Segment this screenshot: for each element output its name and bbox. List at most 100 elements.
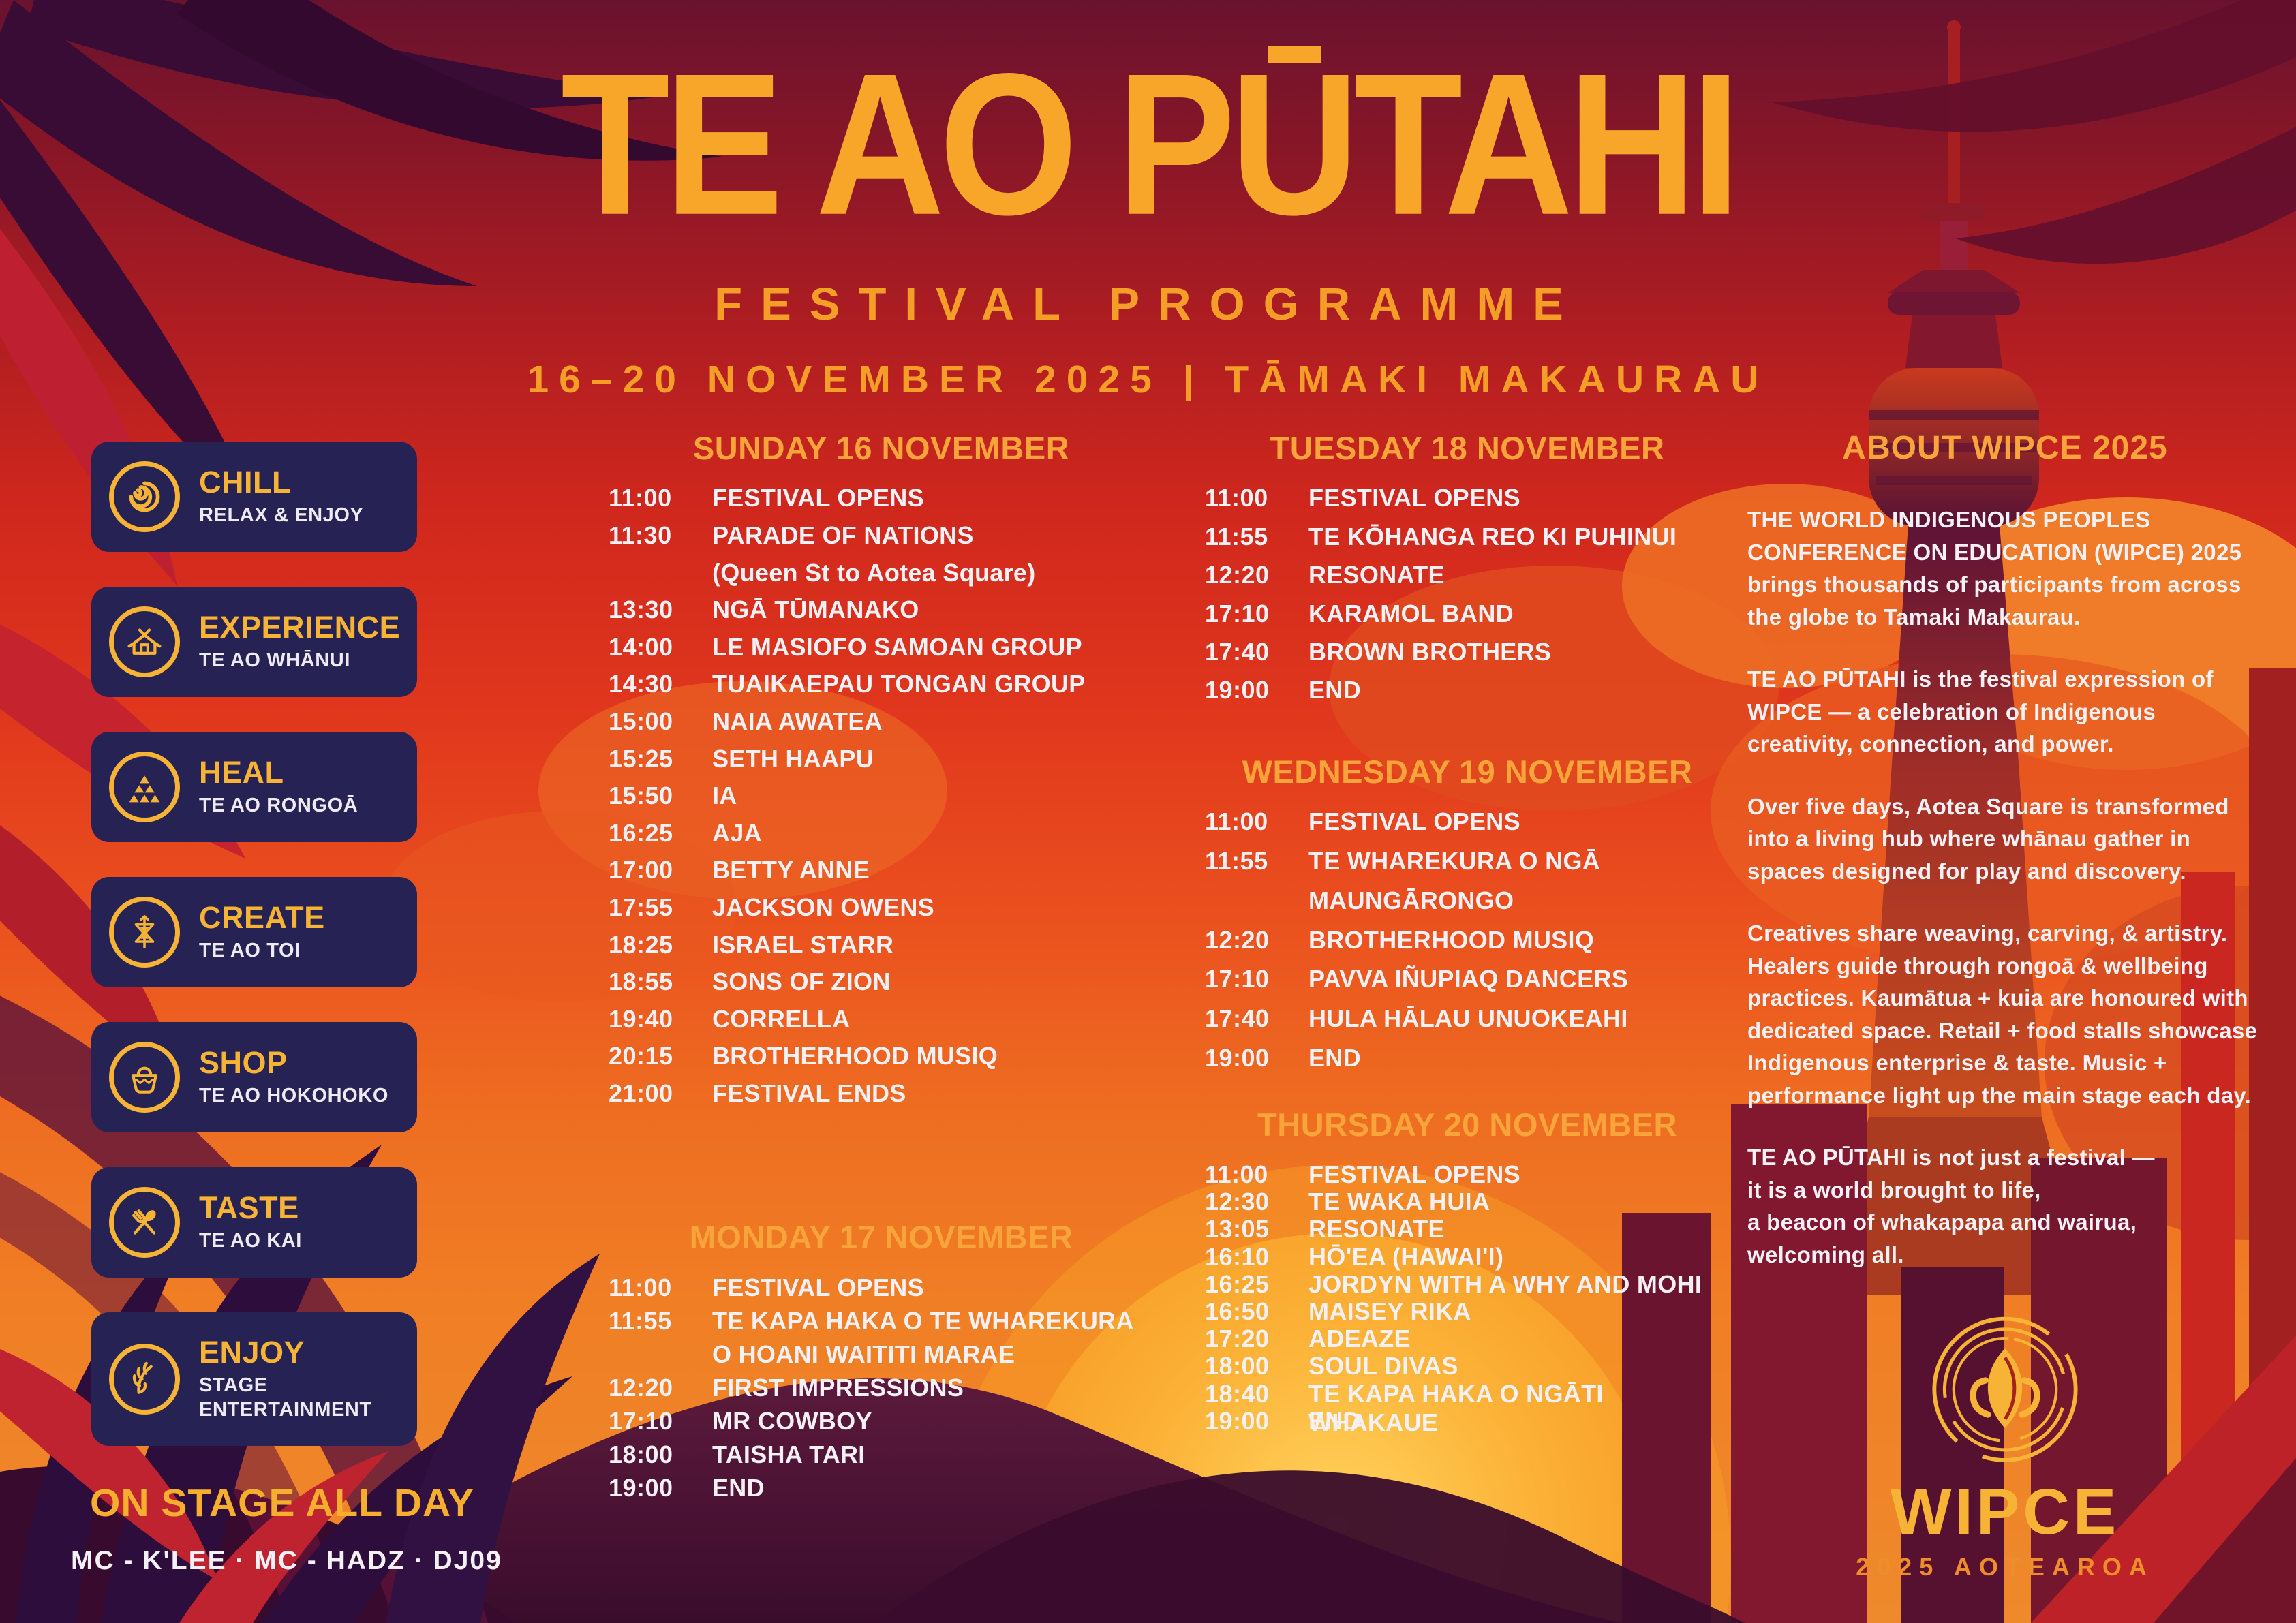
event-time: 11:30 [609,521,672,549]
schedule-row: 12:20 BROTHERHOOD MUSIQ [1205,926,1730,965]
event-name: AJA [712,818,762,847]
event-name: KARAMOL BAND [1308,599,1514,628]
badge-title: ENJOY [199,1334,305,1370]
event-name: LE MASIOFO SAMOAN GROUP [712,632,1082,661]
badge-title: HEAL [199,754,284,790]
event-time: 15:50 [609,782,673,810]
event-time: 19:40 [609,1004,673,1033]
category-badge-enjoy: ENJOY STAGE ENTERTAINMENT [91,1312,417,1446]
event-time: 17:10 [609,1406,673,1435]
schedule-row: 18:40 TE KAPA HAKA O NGĀTI WHAKAUE [1205,1380,1730,1436]
wipce-year-text: 2025 AOTEAROA [1856,1553,2154,1581]
event-name: SOUL DIVAS [1308,1352,1458,1380]
schedule-row: 11:00 FESTIVAL OPENS [1205,484,1730,522]
schedule-row: 11:55 TE WHAREKURA O NGĀ [1205,847,1730,886]
event-time: 19:00 [1205,676,1270,705]
event-name: END [1308,676,1361,705]
schedule-row: 11:55 TE KAPA HAKA O TE WHAREKURA [609,1307,1154,1340]
schedule-row: 16:25 JORDYN WITH A WHY AND MOHI [1205,1270,1730,1298]
event-time: 18:55 [609,968,673,996]
day-schedule: TUESDAY 18 NOVEMBER 11:00 FESTIVAL OPENS… [1205,429,1730,715]
badge-title: EXPERIENCE [199,609,401,645]
schedule-row: 18:00 TAISHA TARI [609,1440,1154,1474]
wharenui-icon [109,606,180,677]
event-name: SETH HAAPU [712,744,874,773]
about-paragraph: THE WORLD INDIGENOUS PEOPLES CONFERENCE … [1747,507,2242,630]
event-time: 19:00 [1205,1043,1270,1072]
badge-title: TASTE [199,1190,299,1225]
event-name: NAIA AWATEA [712,707,883,735]
badge-title: SHOP [199,1045,288,1080]
event-name: FESTIVAL OPENS [1308,1160,1520,1189]
about-paragraph: TE AO PŪTAHI is the festival expression … [1747,666,2214,756]
badge-subtitle: TE AO TOI [199,940,301,961]
schedule-row: 11:00 FESTIVAL OPENS [1205,1160,1730,1188]
day-header: TUESDAY 18 NOVEMBER [1270,430,1665,466]
event-name: (Queen St to Aotea Square) [712,558,1036,587]
event-time: 15:25 [609,744,673,773]
schedule-row: 19:00 END [609,1474,1154,1507]
badge-subtitle: TE AO HOKOHOKO [199,1085,388,1107]
event-time: 21:00 [609,1079,673,1107]
event-time: 16:10 [1205,1242,1270,1271]
event-time: 18:00 [1205,1352,1270,1380]
event-time: 14:30 [609,670,673,698]
category-badge-chill: CHILL RELAX & ENJOY [91,442,417,552]
event-name: BETTY ANNE [712,856,870,884]
event-name: JACKSON OWENS [712,893,934,921]
schedule-row: 19:40 CORRELLA [609,1005,1154,1042]
schedule-row: 20:15 BROTHERHOOD MUSIQ [609,1042,1154,1079]
category-badge-shop: SHOP TE AO HOKOHOKO [91,1022,417,1132]
event-time: 11:55 [1205,522,1268,551]
day-rows: 11:00 FESTIVAL OPENS 11:55 TE KŌHANGA RE… [1205,484,1730,714]
event-time: 20:15 [609,1042,673,1070]
event-name: END [1308,1043,1361,1072]
day-header: MONDAY 17 NOVEMBER [689,1219,1073,1256]
schedule-row: 18:00 SOUL DIVAS [1205,1352,1730,1380]
taniko-weave-icon [109,897,180,968]
day-schedule: WEDNESDAY 19 NOVEMBER 11:00 FESTIVAL OPE… [1205,753,1730,1083]
event-name: END [1308,1406,1361,1435]
event-name: TUAIKAEPAU TONGAN GROUP [712,670,1086,698]
event-time: 17:55 [609,893,673,921]
schedule-row: 17:20 ADEAZE [1205,1325,1730,1352]
schedule-row: 17:40 BROWN BROTHERS [1205,638,1730,676]
event-time: 11:00 [1205,1160,1268,1189]
event-time: 17:10 [1205,599,1270,628]
event-time: 11:00 [609,1273,672,1301]
event-time: 17:10 [1205,965,1270,993]
event-name: TE KAPA HAKA O NGĀTI WHAKAUE [1308,1379,1604,1436]
event-time: 16:50 [1205,1297,1270,1326]
badge-subtitle: TE AO RONGOĀ [199,794,358,816]
event-name: NGĀ TŪMANAKO [712,596,919,624]
event-name: MR COWBOY [712,1406,872,1435]
event-name: MAUNGĀRONGO [1308,886,1514,914]
schedule-row: 11:55 TE KŌHANGA REO KI PUHINUI [1205,523,1730,561]
category-badge-heal: HEAL TE AO RONGOĀ [91,732,417,842]
badge-title: CREATE [199,899,325,935]
event-time: 13:05 [1205,1215,1270,1243]
event-time: 14:00 [609,632,673,661]
on-stage-mcs: MC - K'LEE · MC - HADZ · DJ09 [71,1546,502,1575]
schedule-row: 16:50 MAISEY RIKA [1205,1297,1730,1325]
schedule-row: 14:00 LE MASIOFO SAMOAN GROUP [609,633,1154,670]
category-badge-list: CHILL RELAX & ENJOY EXPERIENCE TE AO WHĀ… [91,442,432,1446]
schedule-row: 12:30 TE WAKA HUIA [1205,1188,1730,1216]
triangle-pattern-icon [109,752,180,822]
schedule-row: 17:55 JACKSON OWENS [609,893,1154,931]
event-time: 17:40 [1205,1004,1270,1033]
badge-subtitle: STAGE ENTERTAINMENT [199,1374,372,1421]
schedule-row: 19:00 END [1205,676,1730,714]
schedule-row: 13:05 RESONATE [1205,1215,1730,1243]
schedule-row: 21:00 FESTIVAL ENDS [609,1079,1154,1117]
schedule-row: 11:00 FESTIVAL OPENS [609,1273,1154,1307]
schedule-row: 18:55 SONS OF ZION [609,968,1154,1005]
event-name: RESONATE [1308,561,1445,589]
about-paragraph-list: THE WORLD INDIGENOUS PEOPLES CONFERENCE … [1747,504,2263,1271]
event-name: END [712,1473,765,1502]
event-time: 17:20 [1205,1325,1270,1353]
festival-title: TE AO PŪTAHI [560,31,1741,258]
badge-text: HEAL TE AO RONGOĀ [199,756,358,818]
event-time: 19:00 [1205,1406,1270,1435]
